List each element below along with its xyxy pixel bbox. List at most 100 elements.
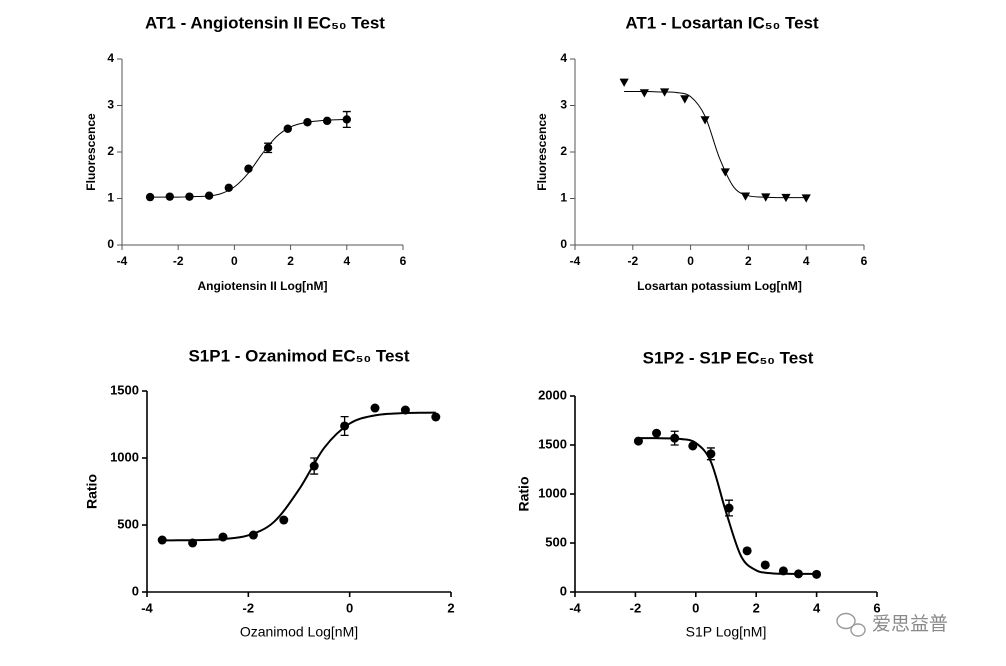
watermark-text: 爱思益普 [872, 613, 948, 635]
data-point [720, 168, 730, 177]
y-tick-label: 0 [132, 583, 139, 598]
y-tick-label: 500 [117, 516, 139, 531]
data-point [778, 566, 788, 576]
x-tick-label: 2 [447, 600, 454, 615]
x-tick-label: -2 [630, 600, 642, 615]
data-point [309, 461, 319, 471]
x-axis-label: S1P Log[nM] [686, 624, 767, 640]
y-tick-label: 0 [560, 237, 567, 251]
data-point [244, 164, 253, 173]
x-tick-label: -4 [570, 254, 581, 268]
x-tick-label: -4 [117, 254, 128, 268]
y-tick-label: 4 [560, 51, 567, 65]
data-point [204, 191, 214, 200]
data-point [322, 116, 332, 126]
data-point [760, 560, 770, 570]
x-tick-label: -2 [243, 600, 255, 615]
y-tick-label: 1000 [538, 485, 567, 500]
data-point [400, 405, 410, 415]
data-point [224, 183, 233, 193]
y-tick-label: 1 [560, 191, 567, 205]
x-tick-label: 2 [745, 254, 752, 268]
y-tick-label: 1500 [110, 382, 139, 397]
data-point [283, 124, 292, 133]
data-point [619, 78, 629, 87]
x-tick-label: 4 [803, 254, 810, 268]
data-point [706, 449, 716, 459]
y-tick-label: 1 [107, 191, 114, 205]
data-point [185, 192, 194, 201]
data-point [793, 569, 803, 579]
chart-title: S1P1 - Ozanimod EC₅₀ Test [188, 346, 409, 365]
x-tick-label: 6 [861, 254, 868, 268]
data-point [659, 88, 670, 97]
x-tick-label: -2 [173, 254, 184, 268]
data-point [248, 530, 258, 540]
data-point [724, 503, 734, 513]
data-point [342, 115, 351, 124]
y-tick-label: 2 [107, 144, 114, 158]
data-point [812, 569, 822, 579]
chart-panel: S1P2 - S1P EC₅₀ Test S1P Log[nM] Ratio 0 500… [516, 348, 881, 639]
x-tick-label: 2 [287, 254, 294, 268]
x-tick-label: 2 [753, 600, 760, 615]
data-point [652, 428, 662, 438]
chart-panel: AT1 - Angiotensin II EC₅₀ Test Angiotensi… [84, 13, 406, 293]
x-tick-label: 0 [687, 254, 694, 268]
wechat-icon [850, 623, 866, 637]
y-axis-label: Ratio [84, 474, 100, 509]
watermark: 爱思益普 [836, 612, 948, 637]
y-tick-label: 0 [107, 237, 114, 251]
y-tick-label: 2000 [538, 387, 567, 402]
y-axis-label: Fluorescence [535, 113, 549, 191]
y-tick-label: 2 [560, 144, 567, 158]
data-point [145, 192, 155, 202]
data-point [431, 412, 441, 422]
data-point [303, 118, 312, 127]
x-tick-label: 4 [343, 254, 350, 268]
y-axis-label: Ratio [516, 477, 532, 512]
x-tick-label: 0 [231, 254, 238, 268]
data-point [633, 436, 643, 446]
chart-title: AT1 - Losartan IC₅₀ Test [625, 13, 819, 32]
x-tick-label: 0 [346, 600, 353, 615]
y-tick-label: 500 [545, 534, 567, 549]
data-point [340, 421, 350, 431]
y-tick-label: 1000 [110, 449, 139, 464]
x-tick-label: 6 [873, 600, 880, 615]
data-point [157, 535, 167, 545]
x-tick-label: 4 [813, 600, 821, 615]
x-tick-label: -4 [141, 600, 153, 615]
y-tick-label: 1500 [538, 436, 567, 451]
x-axis-label: Ozanimod Log[nM] [240, 624, 358, 640]
data-point [263, 143, 273, 153]
chart-panel: S1P1 - Ozanimod EC₅₀ Test Ozanimod Log[nM… [84, 346, 455, 639]
data-point [165, 192, 174, 201]
y-axis-label: Fluorescence [84, 113, 98, 191]
y-tick-label: 3 [560, 98, 567, 112]
data-point [680, 95, 690, 104]
data-point [670, 433, 680, 443]
data-point [188, 538, 198, 548]
data-point [781, 193, 791, 203]
y-tick-label: 3 [107, 98, 114, 112]
data-point [700, 116, 710, 125]
y-tick-label: 4 [107, 51, 114, 65]
data-point [740, 192, 751, 201]
chart-title: AT1 - Angiotensin II EC₅₀ Test [145, 13, 385, 32]
x-tick-label: -2 [627, 254, 638, 268]
data-point [688, 441, 698, 451]
data-point [742, 546, 752, 556]
data-point [761, 193, 771, 202]
data-point [801, 194, 811, 203]
x-axis-label: Losartan potassium Log[nM] [637, 279, 802, 293]
x-axis-label: Angiotensin II Log[nM] [198, 279, 328, 293]
data-point [279, 515, 289, 525]
x-tick-label: 0 [692, 600, 699, 615]
y-tick-label: 0 [560, 583, 567, 598]
data-point [639, 89, 649, 98]
chart-panel: AT1 - Losartan IC₅₀ Test Losartan potassi… [535, 13, 867, 293]
fit-curve [624, 91, 807, 199]
